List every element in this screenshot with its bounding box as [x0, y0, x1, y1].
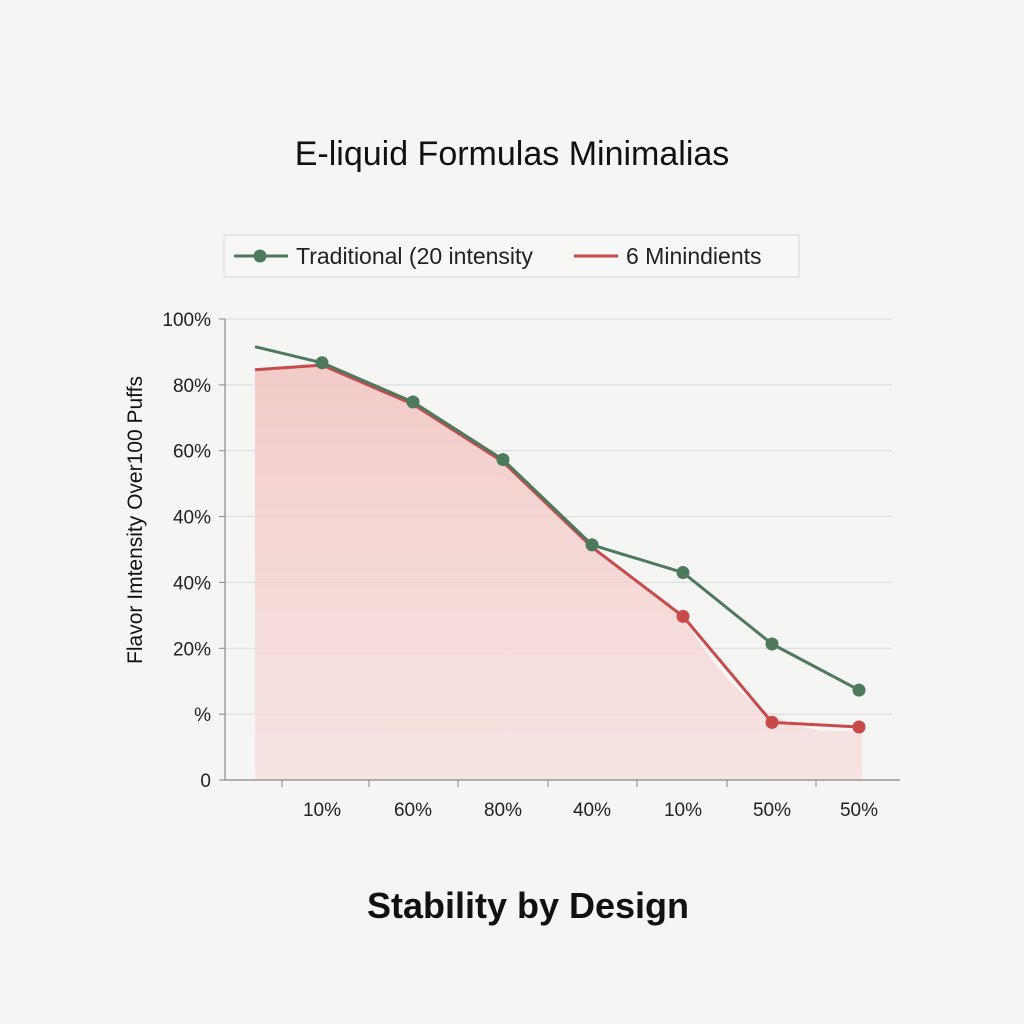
series-0-point-5 — [765, 637, 779, 651]
y-tick-label-6: % — [194, 705, 211, 726]
x-tick-labels: 10% 60% 80% 40% 10% 50% 50% — [303, 800, 878, 821]
series-1-point-6 — [852, 720, 866, 734]
series-0-point-4 — [676, 566, 690, 580]
y-axis-label: Flavor Imtensity Over100 Puffs — [124, 376, 147, 664]
axes — [224, 319, 900, 787]
x-tick-label-0: 10% — [303, 800, 341, 821]
chart-subtitle: Stability by Design — [367, 885, 689, 926]
series-0-point-3 — [585, 538, 599, 552]
x-tick-label-6: 50% — [840, 800, 878, 821]
x-tick-label-1: 60% — [394, 800, 432, 821]
series-points — [315, 356, 866, 734]
series-0-point-2 — [496, 453, 510, 467]
x-tick-label-3: 40% — [573, 800, 611, 821]
y-tick-label-5: 20% — [173, 639, 211, 660]
series-lines — [254, 345, 860, 729]
x-tick-label-2: 80% — [484, 800, 522, 821]
y-tick-label-7: 0 — [200, 771, 211, 792]
legend-label-traditional: Traditional (20 intensity — [296, 243, 533, 269]
legend: Traditional (20 intensity 6 Minindients — [223, 234, 800, 278]
x-tick-label-5: 50% — [753, 800, 791, 821]
y-tick-label-0: 100% — [162, 310, 211, 331]
legend-marker-traditional — [253, 249, 267, 263]
y-tick-label-1: 80% — [173, 376, 211, 397]
legend-label-minindients: 6 Minindients — [626, 243, 762, 269]
series-0-point-1 — [406, 395, 420, 409]
series-line-0 — [254, 345, 860, 692]
series-0-point-6 — [852, 683, 866, 697]
series-line-1 — [254, 363, 860, 729]
series-1-point-5 — [765, 715, 779, 729]
legend-box — [223, 234, 800, 278]
x-tick-label-4: 10% — [664, 800, 702, 821]
minindients-area — [255, 365, 862, 780]
y-tick-label-2: 60% — [173, 442, 211, 463]
y-tick-labels: 100% 80% 60% 40% 40% 20%% 0 — [162, 310, 211, 792]
chart-title: E-liquid Formulas Minimalias — [295, 135, 730, 173]
y-tick-label-4: 40% — [173, 573, 211, 594]
series-0-point-0 — [315, 356, 329, 370]
series-1-point-4 — [676, 609, 690, 623]
y-tick-label-3: 40% — [173, 508, 211, 529]
